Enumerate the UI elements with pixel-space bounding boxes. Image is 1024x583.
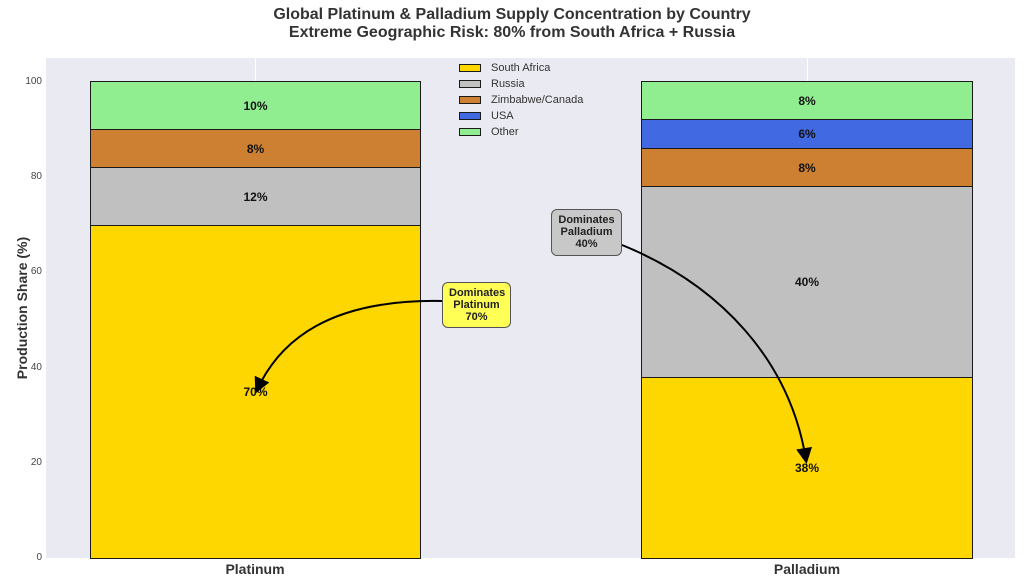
segment-label: 70% — [243, 385, 268, 399]
bar-platinum-other: 10% — [90, 81, 421, 130]
annotation-line: Palladium — [560, 226, 613, 238]
chart-subtitle: Extreme Geographic Risk: 80% from South … — [288, 24, 736, 41]
x-tick-palladium: Palladium — [773, 561, 841, 577]
bar-platinum-zimbabwe-canada: 8% — [90, 129, 421, 168]
annotation-platinum: Dominates Platinum 70% — [442, 282, 511, 328]
segment-label: 38% — [794, 461, 820, 475]
legend-swatch — [459, 96, 481, 104]
bar-platinum-south-africa: 70% — [90, 225, 421, 559]
y-axis-label: Production Share (%) — [14, 236, 30, 380]
segment-label: 8% — [798, 160, 816, 175]
legend-label: USA — [491, 110, 514, 122]
legend-label: Russia — [491, 78, 525, 90]
annotation-palladium: Dominates Palladium 40% — [551, 209, 622, 256]
annotation-line: Dominates — [558, 214, 615, 226]
bar-palladium-russia: 40% — [641, 186, 973, 378]
y-tick: 80 — [30, 171, 42, 182]
legend-label: South Africa — [491, 62, 551, 74]
segment-label: 40% — [794, 275, 820, 289]
y-tick: 40 — [30, 362, 42, 373]
bar-platinum-russia: 12% — [90, 167, 421, 226]
bar-palladium-zimbabwe-canada: 8% — [641, 148, 973, 187]
annotation-line: Dominates — [449, 287, 506, 299]
annotation-line: 40% — [575, 238, 598, 250]
annotation-line: 70% — [465, 311, 488, 323]
legend: South Africa Russia Zimbabwe/Canada USA … — [459, 60, 583, 140]
y-tick: 100 — [25, 76, 42, 87]
chart-title: Global Platinum & Palladium Supply Conce… — [273, 6, 751, 23]
legend-label: Zimbabwe/Canada — [491, 94, 584, 106]
y-tick: 20 — [30, 457, 42, 468]
segment-label: 10% — [243, 98, 268, 113]
legend-swatch — [459, 128, 481, 136]
legend-item-usa: USA — [459, 108, 583, 124]
y-tick: 60 — [30, 266, 42, 277]
bar-palladium-usa: 6% — [641, 119, 973, 149]
x-tick-platinum: Platinum — [225, 561, 285, 577]
legend-swatch — [459, 64, 481, 72]
annotation-line: Platinum — [453, 299, 500, 311]
segment-label: 8% — [798, 93, 816, 108]
segment-label: 12% — [243, 189, 268, 204]
legend-item-russia: Russia — [459, 76, 583, 92]
segment-label: 8% — [246, 141, 265, 156]
y-tick: 0 — [36, 552, 42, 563]
bar-palladium-south-africa: 38% — [641, 377, 973, 559]
bar-palladium-other: 8% — [641, 81, 973, 120]
legend-swatch — [459, 112, 481, 120]
legend-item-south-africa: South Africa — [459, 60, 583, 76]
legend-item-other: Other — [459, 124, 583, 140]
segment-label: 6% — [798, 127, 816, 141]
legend-swatch — [459, 80, 481, 88]
legend-item-zimbabwe-canada: Zimbabwe/Canada — [459, 92, 583, 108]
legend-label: Other — [491, 126, 519, 138]
